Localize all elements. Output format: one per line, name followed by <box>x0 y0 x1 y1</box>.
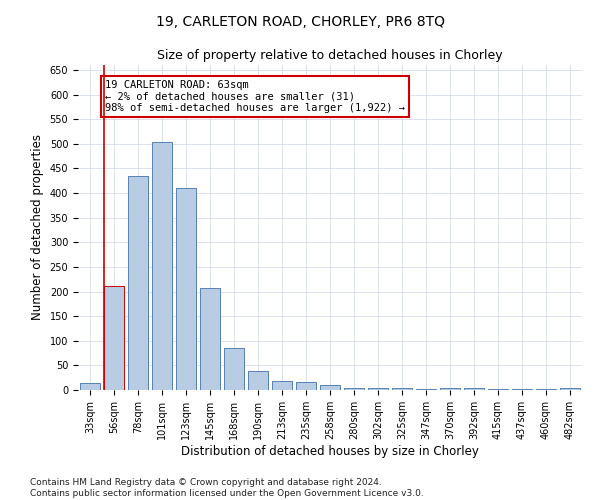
Bar <box>80 382 100 390</box>
Bar <box>272 381 292 390</box>
Bar <box>296 382 316 390</box>
Bar <box>464 388 484 390</box>
Bar <box>440 388 460 390</box>
Bar <box>344 388 364 390</box>
Bar <box>128 176 148 390</box>
Bar <box>224 348 244 390</box>
Bar <box>152 142 172 390</box>
Bar <box>320 385 340 390</box>
Bar <box>536 388 556 390</box>
Text: 19 CARLETON ROAD: 63sqm
← 2% of detached houses are smaller (31)
98% of semi-det: 19 CARLETON ROAD: 63sqm ← 2% of detached… <box>105 80 405 113</box>
Text: Contains HM Land Registry data © Crown copyright and database right 2024.
Contai: Contains HM Land Registry data © Crown c… <box>30 478 424 498</box>
Text: 19, CARLETON ROAD, CHORLEY, PR6 8TQ: 19, CARLETON ROAD, CHORLEY, PR6 8TQ <box>155 15 445 29</box>
Bar <box>368 388 388 390</box>
Bar <box>248 372 268 390</box>
Bar <box>200 288 220 390</box>
Bar <box>176 188 196 390</box>
Bar <box>512 389 532 390</box>
Bar <box>560 388 580 390</box>
Bar <box>488 388 508 390</box>
Title: Size of property relative to detached houses in Chorley: Size of property relative to detached ho… <box>157 50 503 62</box>
Y-axis label: Number of detached properties: Number of detached properties <box>31 134 44 320</box>
Bar <box>104 286 124 390</box>
X-axis label: Distribution of detached houses by size in Chorley: Distribution of detached houses by size … <box>181 444 479 458</box>
Bar <box>392 388 412 390</box>
Bar <box>416 388 436 390</box>
